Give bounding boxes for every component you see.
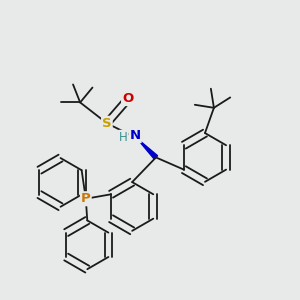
Polygon shape (136, 138, 158, 159)
Text: H: H (119, 131, 128, 144)
Text: P: P (81, 192, 91, 205)
Text: S: S (102, 117, 112, 130)
Text: N: N (130, 129, 141, 142)
Text: O: O (122, 92, 133, 105)
